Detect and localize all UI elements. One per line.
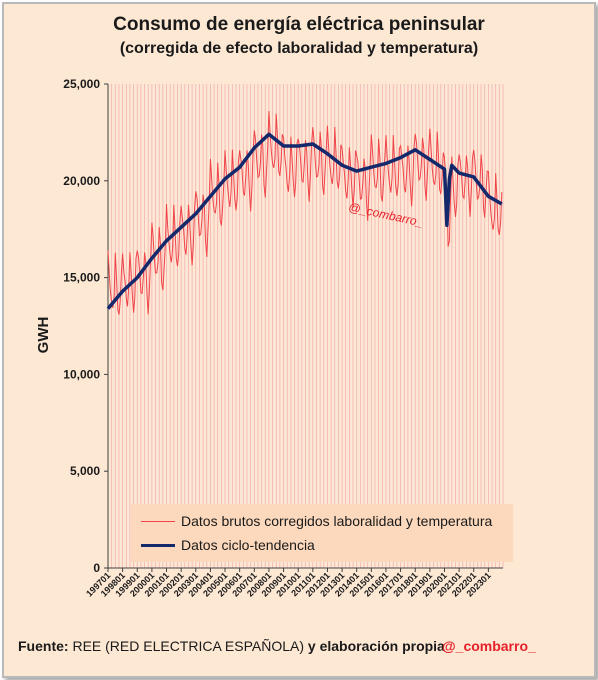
footer-source-suffix: y elaboración propia	[307, 638, 445, 654]
legend-label-trend: Datos ciclo-tendencia	[181, 537, 315, 553]
y-tick-label: 0	[93, 561, 100, 575]
series-raw	[107, 110, 503, 315]
chart-legend: Datos brutos corregidos laboralidad y te…	[131, 504, 513, 562]
y-tick-label: 15,000	[63, 271, 100, 285]
footer-source: Fuente: REE (RED ELECTRICA ESPAÑOLA) y e…	[18, 638, 445, 654]
y-axis-label: GWH	[35, 317, 52, 354]
footer-handle: @_combarro_	[442, 638, 536, 654]
y-tick-label: 5,000	[70, 464, 100, 478]
series-trend	[106, 132, 503, 310]
legend-item-trend: Datos ciclo-tendencia	[131, 534, 513, 558]
y-tick-labels: 0 5,000 10,000 15,000 20,000 25,000	[63, 77, 100, 575]
legend-label-raw: Datos brutos corregidos laboralidad y te…	[181, 513, 493, 529]
line-trend	[106, 132, 503, 310]
footer-source-label: Fuente:	[18, 638, 69, 654]
chart-subtitle: (corregida de efecto laboralidad y tempe…	[119, 40, 479, 57]
grid-lines	[107, 84, 504, 568]
legend-swatch-trend	[141, 544, 175, 547]
axes	[104, 83, 503, 572]
y-tick-label: 20,000	[63, 174, 100, 188]
legend-swatch-raw	[141, 521, 175, 522]
footer-source-text: REE (RED ELECTRICA ESPAÑOLA)	[72, 638, 305, 654]
x-tick-labels: 1997011998011999012000012001012002012003…	[84, 570, 493, 598]
y-tick-label: 25,000	[63, 77, 100, 91]
y-tick-label: 10,000	[63, 367, 100, 381]
line-raw	[107, 110, 503, 315]
chart-title: Consumo de energía eléctrica peninsular	[113, 14, 485, 35]
legend-item-raw: Datos brutos corregidos laboralidad y te…	[131, 510, 513, 534]
